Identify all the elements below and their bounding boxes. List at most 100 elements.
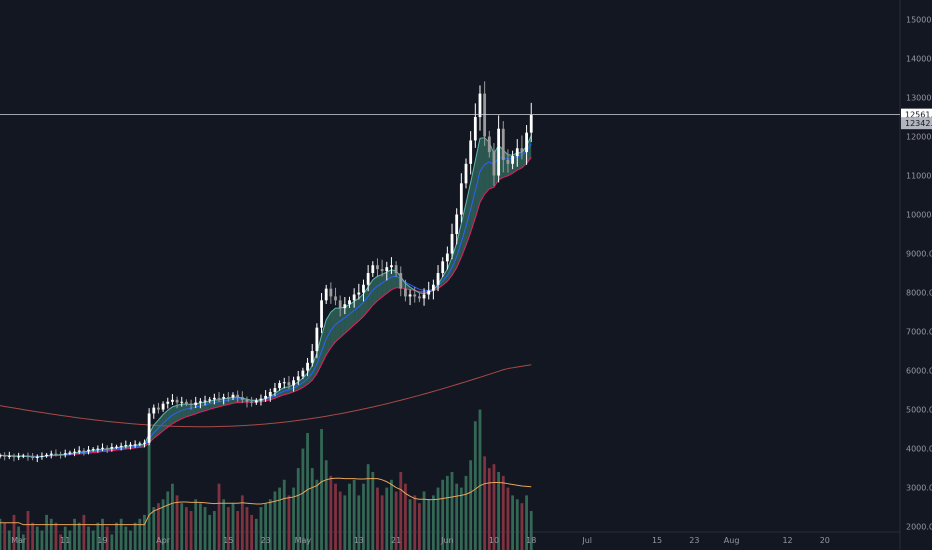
time-tick-label: 20 bbox=[820, 536, 830, 545]
candle-body bbox=[511, 156, 514, 164]
candle bbox=[222, 393, 226, 405]
volume-bar bbox=[436, 487, 440, 550]
candle bbox=[138, 441, 142, 447]
candle-body bbox=[362, 284, 365, 293]
volume-bar bbox=[231, 503, 235, 550]
candle bbox=[352, 288, 356, 308]
candle-body bbox=[525, 132, 528, 153]
candle-body bbox=[348, 300, 351, 305]
volume-bar bbox=[77, 522, 81, 550]
candle bbox=[399, 266, 403, 297]
candle bbox=[133, 440, 137, 448]
ma-cloud-segment bbox=[177, 404, 182, 422]
candle-body bbox=[26, 455, 30, 458]
candle bbox=[7, 451, 11, 460]
volume-bar bbox=[189, 510, 193, 550]
candle bbox=[348, 296, 351, 308]
volume-bar bbox=[264, 503, 268, 550]
time-tick-label: 23 bbox=[261, 536, 271, 545]
candle bbox=[445, 246, 449, 270]
volume-bar bbox=[54, 522, 58, 550]
candle bbox=[371, 261, 375, 278]
candle-body bbox=[147, 413, 151, 443]
volume-bar bbox=[399, 471, 403, 550]
candle-body bbox=[296, 376, 300, 381]
candle bbox=[497, 115, 501, 183]
candle-body bbox=[45, 454, 48, 456]
candle bbox=[171, 394, 174, 406]
volume-bar bbox=[362, 483, 365, 550]
candle-body bbox=[101, 447, 104, 449]
candle bbox=[525, 125, 528, 165]
candle bbox=[441, 257, 445, 278]
candle-body bbox=[180, 401, 184, 403]
candle-body bbox=[115, 446, 118, 448]
candle bbox=[73, 448, 76, 457]
candle-body bbox=[12, 455, 16, 458]
candle bbox=[26, 452, 30, 461]
candle-body bbox=[436, 273, 440, 285]
candle-body bbox=[87, 449, 90, 452]
candle-body bbox=[459, 183, 463, 215]
candle bbox=[45, 453, 48, 458]
volume-bar bbox=[343, 495, 347, 550]
ma-cloud-segment bbox=[158, 414, 164, 435]
candle-body bbox=[129, 444, 132, 446]
candle-body bbox=[203, 400, 207, 402]
candle-body bbox=[250, 401, 254, 403]
volume-bar bbox=[175, 495, 179, 550]
candle bbox=[418, 292, 421, 303]
candle bbox=[250, 396, 254, 407]
candle-body bbox=[138, 443, 142, 445]
volume-bar bbox=[278, 487, 281, 550]
candle-body bbox=[306, 362, 309, 371]
volume-bar bbox=[418, 503, 421, 550]
time-tick-label: 15 bbox=[652, 536, 662, 545]
volume-bar bbox=[185, 507, 188, 550]
candle-body bbox=[529, 114, 533, 133]
volume-bar bbox=[96, 522, 100, 550]
candle bbox=[529, 102, 533, 143]
candle-body bbox=[245, 399, 249, 402]
candle-body bbox=[338, 300, 342, 309]
candle-body bbox=[408, 294, 412, 297]
candle-body bbox=[194, 402, 198, 405]
ma-cloud-segment bbox=[526, 135, 532, 164]
candle-body bbox=[413, 294, 417, 297]
secondary-price-label: 12342.0 bbox=[905, 119, 932, 128]
ma-cloud-segment bbox=[321, 319, 327, 365]
candle-body bbox=[399, 273, 403, 289]
volume-bar bbox=[315, 479, 319, 550]
volume-bar bbox=[427, 499, 431, 550]
ma-cloud-segment bbox=[349, 301, 355, 330]
volume-bar bbox=[91, 530, 95, 550]
time-tick-label: 11 bbox=[60, 536, 70, 545]
volume-bar bbox=[180, 503, 184, 550]
candle-body bbox=[166, 401, 170, 404]
candle bbox=[413, 287, 417, 303]
ma-cloud-segment bbox=[377, 274, 383, 301]
candle bbox=[212, 393, 216, 405]
time-tick-label: May bbox=[295, 536, 312, 545]
time-axis-ticks: Mar 11 19 Apr 15 23 May 13 21 Jun 10 18 Jul 15 23 Aug 12… bbox=[11, 536, 830, 545]
candle bbox=[198, 398, 202, 409]
volume-bar bbox=[404, 483, 407, 550]
candle-body bbox=[217, 397, 221, 399]
candle-body bbox=[254, 400, 258, 403]
volume-bar bbox=[17, 526, 21, 550]
candle bbox=[376, 258, 379, 278]
ma-cloud-segment bbox=[442, 268, 448, 286]
price-tick-label: 14000.0 bbox=[906, 55, 932, 64]
candle bbox=[404, 279, 407, 302]
candle-body bbox=[73, 451, 76, 453]
volume-bar bbox=[124, 526, 128, 550]
candle-body bbox=[236, 394, 240, 398]
volume-bar bbox=[431, 495, 435, 550]
candle bbox=[366, 265, 370, 292]
volume-bar bbox=[450, 471, 454, 550]
price-tick-label: 8000.0 bbox=[906, 289, 932, 298]
candle-body bbox=[240, 397, 244, 400]
candle-body bbox=[161, 403, 165, 410]
